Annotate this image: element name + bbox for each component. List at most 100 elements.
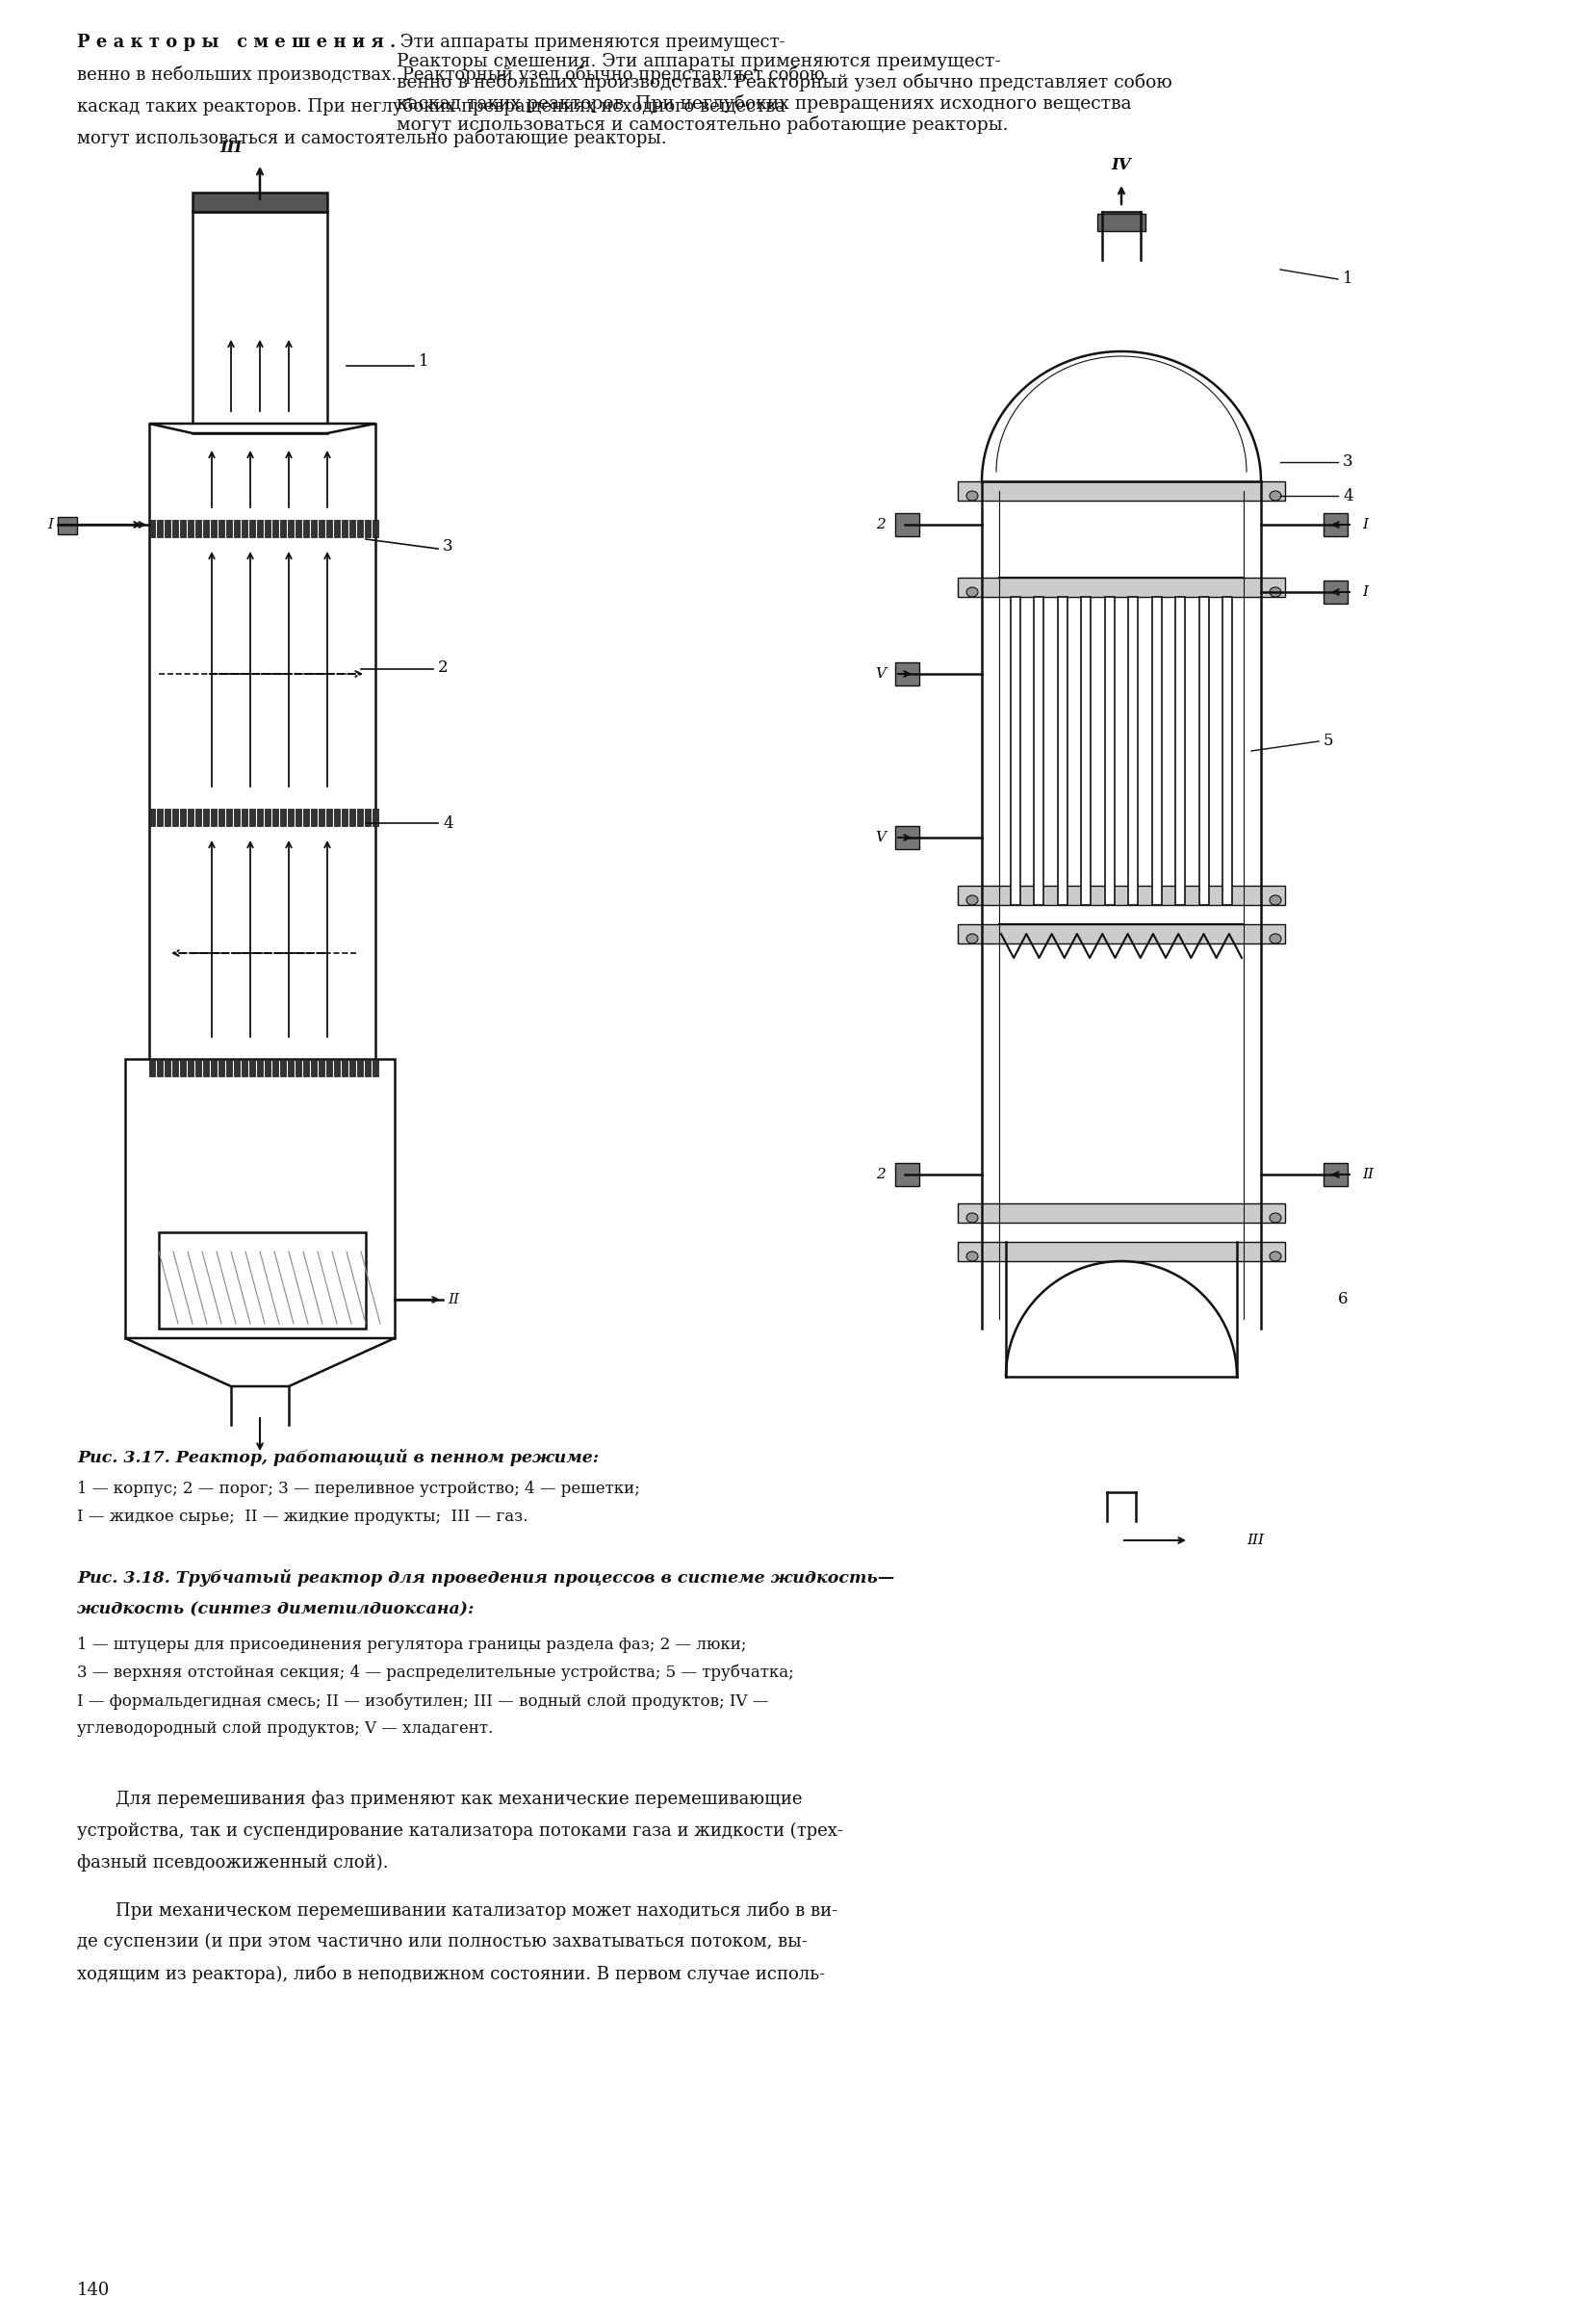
Text: фазный псевдоожиженный слой).: фазный псевдоожиженный слой).: [77, 1855, 389, 1871]
Bar: [1222, 597, 1232, 904]
Bar: [342, 1060, 347, 1076]
Bar: [342, 809, 347, 825]
Bar: [1058, 597, 1067, 904]
Bar: [242, 521, 248, 537]
Bar: [1152, 597, 1161, 904]
Text: I — жидкое сырье;  II — жидкие продукты;  III — газ.: I — жидкое сырье; II — жидкие продукты; …: [77, 1508, 529, 1525]
Bar: [295, 1060, 301, 1076]
Ellipse shape: [1269, 895, 1282, 904]
Text: 3: 3: [1343, 453, 1352, 469]
Text: 1: 1: [1343, 272, 1352, 288]
Bar: [188, 809, 193, 825]
Text: могут использоваться и самостоятельно работающие реакторы.: могут использоваться и самостоятельно ра…: [77, 130, 667, 146]
Bar: [303, 1060, 309, 1076]
Bar: [1324, 581, 1348, 604]
Bar: [157, 521, 163, 537]
Bar: [218, 809, 224, 825]
Text: IV: IV: [1111, 158, 1131, 174]
Bar: [311, 521, 317, 537]
Text: Для перемешивания фаз применяют как механические перемешивающие: Для перемешивания фаз применяют как меха…: [116, 1792, 802, 1808]
Text: устройства, так и суспендирование катализатора потоками газа и жидкости (трех-: устройства, так и суспендирование катали…: [77, 1822, 843, 1841]
Bar: [249, 1060, 256, 1076]
Bar: [303, 521, 309, 537]
Bar: [896, 514, 919, 537]
Ellipse shape: [1269, 1213, 1282, 1222]
Bar: [319, 521, 325, 537]
Bar: [157, 1060, 163, 1076]
Bar: [202, 521, 209, 537]
Bar: [196, 521, 201, 537]
Bar: [242, 1060, 248, 1076]
Bar: [173, 1060, 177, 1076]
Bar: [273, 809, 278, 825]
Bar: [234, 809, 240, 825]
Bar: [1010, 597, 1020, 904]
Bar: [287, 809, 293, 825]
Bar: [1324, 1162, 1348, 1185]
Bar: [358, 809, 362, 825]
Bar: [165, 521, 171, 537]
Polygon shape: [193, 193, 328, 211]
Bar: [265, 809, 270, 825]
Bar: [1081, 597, 1090, 904]
Bar: [265, 521, 270, 537]
Text: 1 — штуцеры для присоединения регулятора границы раздела фаз; 2 — люки;: 1 — штуцеры для присоединения регулятора…: [77, 1636, 747, 1652]
Bar: [896, 662, 919, 686]
Bar: [210, 521, 217, 537]
Bar: [234, 521, 240, 537]
Ellipse shape: [967, 490, 977, 500]
Bar: [149, 1060, 155, 1076]
Text: Реакторы смешения. Эти аппараты применяются преимущест-
венно в небольших произв: Реакторы смешения. Эти аппараты применяю…: [397, 53, 1172, 135]
Bar: [957, 481, 1285, 500]
Text: I: I: [47, 518, 53, 532]
Bar: [173, 809, 177, 825]
Bar: [350, 1060, 355, 1076]
Polygon shape: [126, 1060, 395, 1339]
Bar: [265, 1060, 270, 1076]
Ellipse shape: [1269, 934, 1282, 944]
Ellipse shape: [1269, 490, 1282, 500]
Bar: [366, 521, 370, 537]
Bar: [311, 809, 317, 825]
Bar: [319, 809, 325, 825]
Bar: [311, 1060, 317, 1076]
Text: 1: 1: [419, 353, 428, 370]
Bar: [188, 1060, 193, 1076]
Bar: [218, 521, 224, 537]
Bar: [242, 809, 248, 825]
Bar: [334, 521, 340, 537]
Text: углеводородный слой продуктов; V — хладагент.: углеводородный слой продуктов; V — хлада…: [77, 1720, 493, 1736]
Bar: [173, 521, 177, 537]
Bar: [1034, 597, 1043, 904]
Text: 3 — верхняя отстойная секция; 4 — распределительные устройства; 5 — трубчатка;: 3 — верхняя отстойная секция; 4 — распре…: [77, 1664, 794, 1680]
Bar: [287, 1060, 293, 1076]
Text: Рис. 3.18. Трубчатый реактор для проведения процессов в системе жидкость—: Рис. 3.18. Трубчатый реактор для проведе…: [77, 1569, 894, 1587]
Bar: [58, 516, 77, 535]
Text: II: II: [447, 1292, 460, 1306]
Bar: [273, 521, 278, 537]
Bar: [226, 809, 232, 825]
Text: ходящим из реактора), либо в неподвижном состоянии. В первом случае исполь-: ходящим из реактора), либо в неподвижном…: [77, 1964, 825, 1982]
Text: 2: 2: [876, 518, 885, 532]
Text: 2: 2: [438, 660, 449, 676]
Bar: [149, 521, 155, 537]
Text: Рис. 3.17. Реактор, работающий в пенном режиме:: Рис. 3.17. Реактор, работающий в пенном …: [77, 1448, 599, 1466]
Bar: [366, 1060, 370, 1076]
Bar: [1199, 597, 1208, 904]
Bar: [372, 521, 378, 537]
Bar: [1097, 214, 1145, 230]
Bar: [196, 1060, 201, 1076]
Bar: [1128, 597, 1138, 904]
Bar: [957, 1241, 1285, 1262]
Bar: [281, 809, 286, 825]
Text: каскад таких реакторов. При неглубоких превращениях исходного вещества: каскад таких реакторов. При неглубоких п…: [77, 98, 786, 116]
Bar: [158, 1232, 366, 1329]
Bar: [342, 521, 347, 537]
Bar: [372, 809, 378, 825]
Text: 1 — корпус; 2 — порог; 3 — переливное устройство; 4 — решетки;: 1 — корпус; 2 — порог; 3 — переливное ус…: [77, 1480, 640, 1497]
Text: 3: 3: [442, 539, 453, 555]
Bar: [226, 521, 232, 537]
Bar: [257, 1060, 262, 1076]
Ellipse shape: [1269, 588, 1282, 597]
Bar: [326, 809, 333, 825]
